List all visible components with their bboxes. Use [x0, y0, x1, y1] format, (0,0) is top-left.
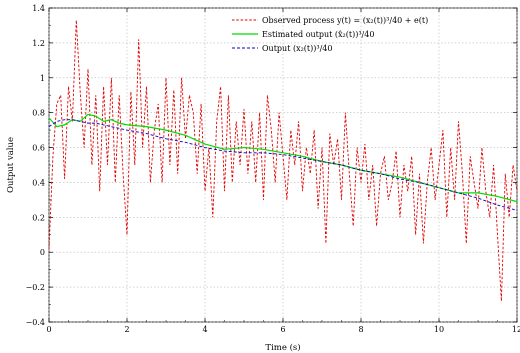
x-tick-label: 6 — [280, 325, 285, 334]
y-tick-label: 1.2 — [32, 39, 45, 48]
x-tick-label: 0 — [46, 325, 51, 334]
legend-entry-3: Output (x₂(t))³/40 — [262, 44, 332, 53]
x-tick-label: 2 — [124, 325, 129, 334]
axis-ticks: 0 2 4 6 8 10 12 −0.4 −0.2 0 0.2 0.4 0.6 0.8 1 1.2 1.4 — [26, 4, 520, 334]
y-tick-label: −0.4 — [26, 318, 45, 327]
y-tick-label: 1 — [40, 74, 45, 83]
x-tick-label: 12 — [512, 325, 520, 334]
legend-entry-1: Observed process y(t) = (x₂(t))³/40 + e(… — [262, 16, 428, 25]
legend: Observed process y(t) = (x₂(t))³/40 + e(… — [232, 16, 428, 53]
y-tick-label: −0.2 — [26, 283, 45, 292]
x-tick-label: 10 — [434, 325, 444, 334]
y-tick-label: 0.8 — [32, 109, 45, 118]
legend-entry-2: Estimated output (x̂₂(t))³/40 — [262, 30, 374, 39]
y-tick-label: 0.4 — [32, 178, 45, 187]
series-line-3 — [48, 119, 518, 211]
series-line-1 — [48, 20, 518, 302]
y-tick-label: 1.4 — [32, 4, 45, 13]
series-lines — [48, 20, 518, 302]
x-axis-label: Time (s) — [265, 342, 300, 353]
y-axis-label: Output value — [6, 137, 16, 193]
x-tick-label: 4 — [202, 325, 207, 334]
y-tick-label: 0.2 — [32, 213, 45, 222]
series-line-2 — [48, 113, 518, 203]
y-tick-label: 0.6 — [32, 144, 45, 153]
x-tick-label: 8 — [358, 325, 363, 334]
y-tick-label: 0 — [40, 248, 45, 257]
